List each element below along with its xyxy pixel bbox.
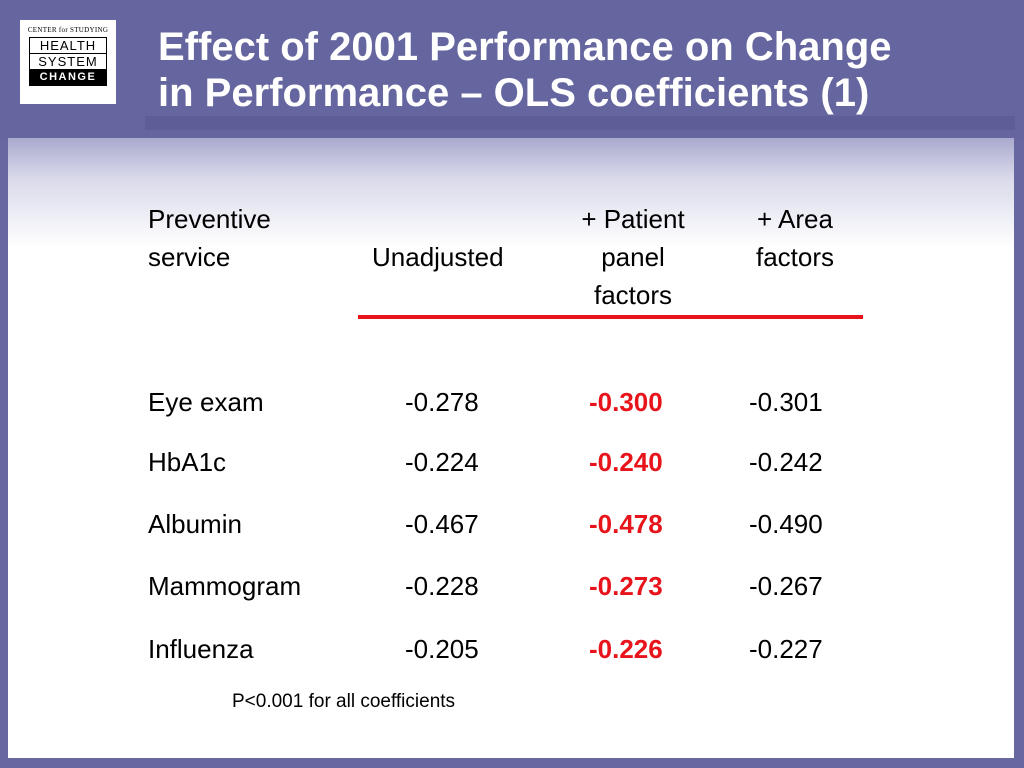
logo-box: HEALTH SYSTEM CHANGE [29,37,107,86]
row-service: Eye exam [148,387,264,417]
row-service: HbA1c [148,447,227,477]
row-unadjusted: -0.467 [405,509,479,539]
header-text: Unadjusted [372,242,504,272]
row-area: -0.301 [749,387,823,417]
row-patient: -0.478 [589,509,663,539]
row-area: -0.227 [749,634,823,664]
logo-line-system: SYSTEM [30,54,106,70]
title-line-1: Effect of 2001 Performance on Change [158,25,892,69]
row-patient: -0.240 [589,447,663,477]
row-service: Mammogram [148,571,302,601]
row-patient: -0.273 [589,571,663,601]
row-patient: -0.300 [589,387,663,417]
row-service: Influenza [148,634,254,664]
header-text: factors [755,242,835,272]
header-text: Preventive [148,204,271,234]
row-unadjusted: -0.224 [405,447,479,477]
header-red-rule [358,315,863,319]
row-service: Albumin [148,509,242,539]
logo-line-health: HEALTH [30,38,106,54]
logo-line-change: CHANGE [30,70,106,85]
header-text: service [148,242,231,272]
header-text: + Area [757,204,833,234]
row-unadjusted: -0.278 [405,387,479,417]
header-area-factors: + Area factors [740,200,850,276]
title-line-2: in Performance – OLS coefficients (1) [158,71,870,115]
row-patient: -0.226 [589,634,663,664]
row-area: -0.490 [749,509,823,539]
header-unadjusted: Unadjusted [372,238,504,276]
header-text: + Patient [581,204,685,234]
row-area: -0.242 [749,447,823,477]
header-preventive-service: Preventive service [148,200,271,276]
slide-title: Effect of 2001 Performance on Change in … [158,24,1008,116]
logo-top-text: CENTER for STUDYING [27,26,109,34]
hsc-logo: CENTER for STUDYING HEALTH SYSTEM CHANGE [20,20,116,104]
header-text: factors [593,280,673,310]
slide-content-area [8,138,1014,758]
row-unadjusted: -0.205 [405,634,479,664]
title-underbar [145,116,1015,130]
row-area: -0.267 [749,571,823,601]
header-patient-panel: + Patient panel factors [562,200,704,314]
header-text: panel [601,242,665,272]
footnote: P<0.001 for all coefficients [232,691,456,712]
row-unadjusted: -0.228 [405,571,479,601]
